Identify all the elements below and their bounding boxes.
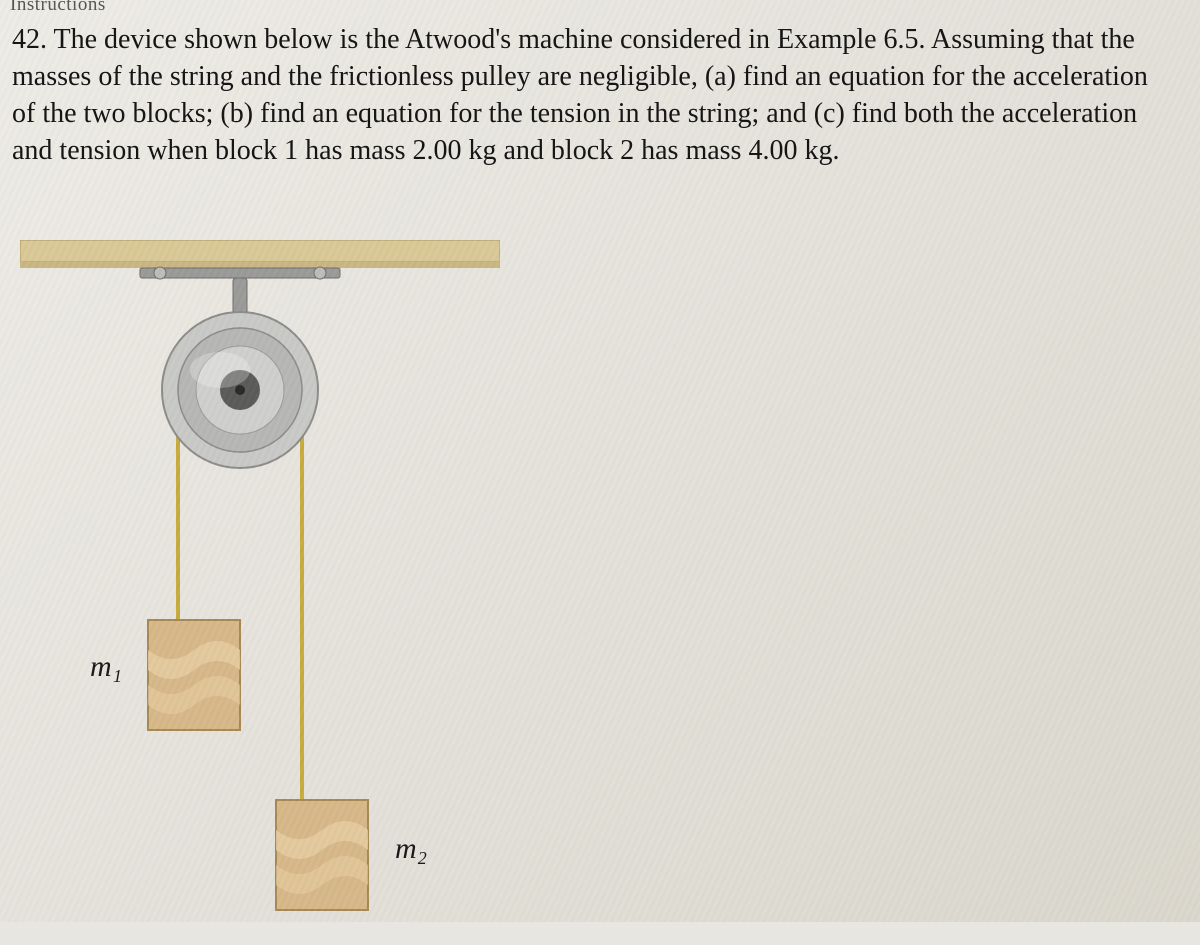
label-m1: m₁	[90, 650, 122, 684]
atwood-svg	[20, 240, 500, 940]
label-m2: m₂	[395, 832, 427, 866]
atwood-figure	[20, 240, 500, 900]
page: { "header": { "label": "Instructions" },…	[0, 0, 1200, 922]
problem-statement: 42. The device shown below is the Atwood…	[12, 22, 1168, 170]
section-header: Instructions	[10, 0, 106, 16]
